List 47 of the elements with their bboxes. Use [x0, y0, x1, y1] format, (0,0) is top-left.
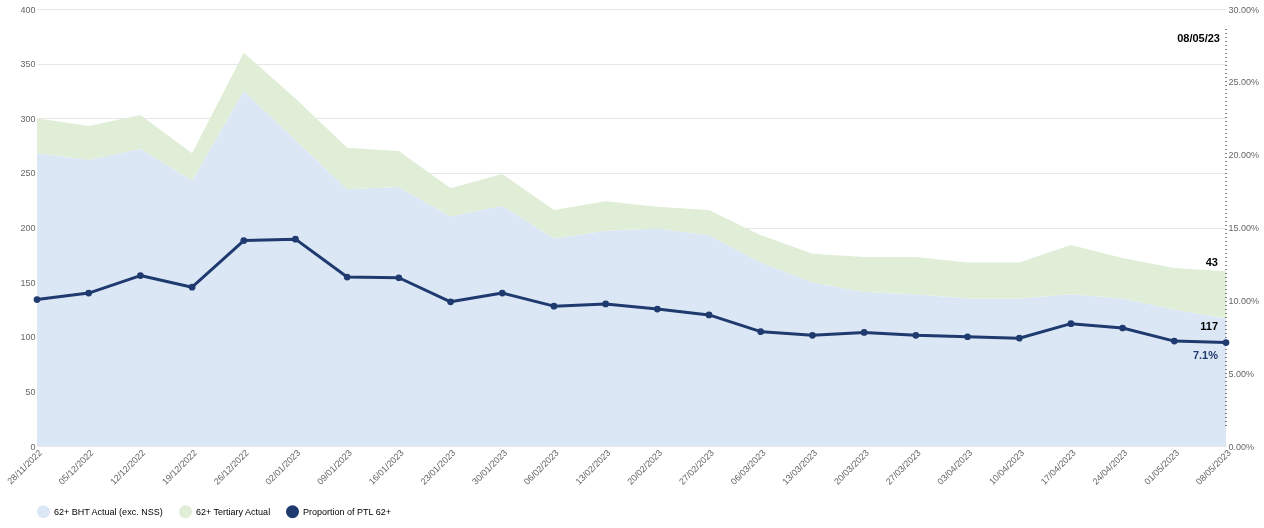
legend-label: Proportion of PTL 62+ — [303, 506, 391, 517]
point — [912, 331, 920, 339]
point — [137, 272, 144, 279]
point — [447, 298, 454, 306]
y-tick-label: 50 — [25, 386, 36, 397]
point — [809, 331, 816, 339]
y-tick-label: 100 — [20, 332, 36, 343]
y2-tick-label: 25.00% — [1228, 77, 1260, 88]
legend-label: 62+ BHT Actual (exc. NSS) — [54, 506, 163, 517]
point — [653, 305, 661, 313]
point — [85, 289, 93, 297]
point — [1067, 320, 1075, 327]
y-tick-label: 300 — [20, 113, 36, 124]
point — [550, 302, 558, 310]
y2-tick-label: 5.00% — [1228, 368, 1255, 379]
data-label: 7.1% — [1192, 348, 1219, 361]
point — [1222, 339, 1230, 346]
point — [188, 283, 196, 291]
point — [498, 289, 506, 297]
legend-label: 62+ Tertiary Actual — [196, 506, 271, 517]
y-tick-label: 400 — [20, 4, 36, 15]
point — [343, 273, 351, 281]
point — [705, 311, 713, 319]
y2-tick-label: 10.00% — [1228, 295, 1260, 306]
point — [602, 300, 610, 308]
y-tick-label: 350 — [20, 59, 36, 70]
point — [1015, 334, 1023, 342]
y2-tick-label: 15.00% — [1228, 223, 1260, 233]
point — [240, 237, 248, 244]
y-tick-label: 200 — [20, 223, 36, 233]
data-label: 43 — [1205, 256, 1218, 269]
ref-line-label: 08/05/23 — [1177, 32, 1220, 44]
point — [860, 329, 868, 336]
point — [1119, 324, 1126, 332]
point — [1170, 337, 1178, 345]
y-tick-label: 0 — [30, 441, 36, 452]
y-tick-label: 150 — [20, 277, 36, 288]
point — [395, 274, 403, 282]
y-tick-label: 250 — [20, 168, 36, 179]
point — [292, 235, 299, 243]
point — [33, 296, 41, 303]
y2-tick-label: 30.00% — [1228, 4, 1260, 15]
point — [757, 328, 765, 335]
y2-tick-label: 0.00% — [1228, 441, 1255, 452]
y2-tick-label: 20.00% — [1228, 150, 1260, 161]
data-label: 117 — [1200, 320, 1218, 333]
point — [964, 333, 971, 341]
